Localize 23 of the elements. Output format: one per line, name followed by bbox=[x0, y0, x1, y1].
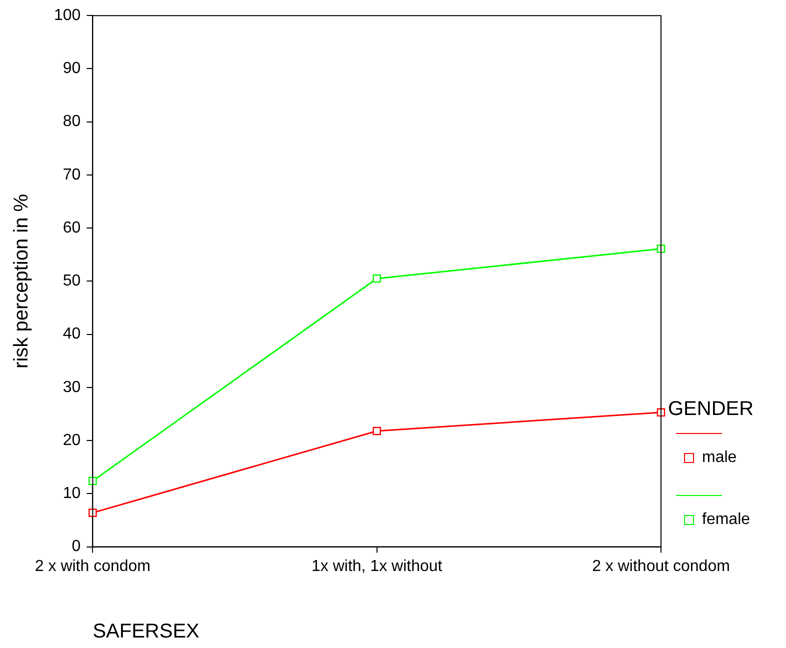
y-tick-label: 100 bbox=[54, 7, 81, 24]
y-tick-label: 90 bbox=[62, 60, 81, 78]
point bbox=[372, 274, 381, 283]
x-axis-title: SAFERSEX bbox=[92, 620, 200, 643]
legend-label: female bbox=[702, 511, 750, 529]
legend-title: GENDER bbox=[668, 398, 755, 421]
y-tick-label: 40 bbox=[62, 326, 81, 343]
x-tick-label: 2 x with condom bbox=[34, 558, 150, 575]
y-tick-label: 0 bbox=[72, 538, 81, 556]
y-tick-label: 60 bbox=[62, 219, 81, 236]
point bbox=[88, 508, 97, 517]
y-tick-label: 20 bbox=[62, 432, 81, 449]
y-tick-label: 30 bbox=[62, 378, 81, 396]
y-axis-title: risk perception in % bbox=[10, 194, 33, 368]
y-tick-label: 50 bbox=[62, 272, 81, 290]
y-tick-label: 10 bbox=[62, 485, 81, 502]
point bbox=[372, 426, 381, 436]
x-tick-label: 2 x without condom bbox=[592, 558, 730, 575]
point bbox=[88, 476, 97, 486]
y-tick-label: 70 bbox=[62, 166, 81, 184]
legend-label: male bbox=[702, 449, 737, 467]
y-tick-label: 80 bbox=[62, 113, 81, 130]
x-tick-label: 1x with, 1x without bbox=[311, 558, 443, 575]
